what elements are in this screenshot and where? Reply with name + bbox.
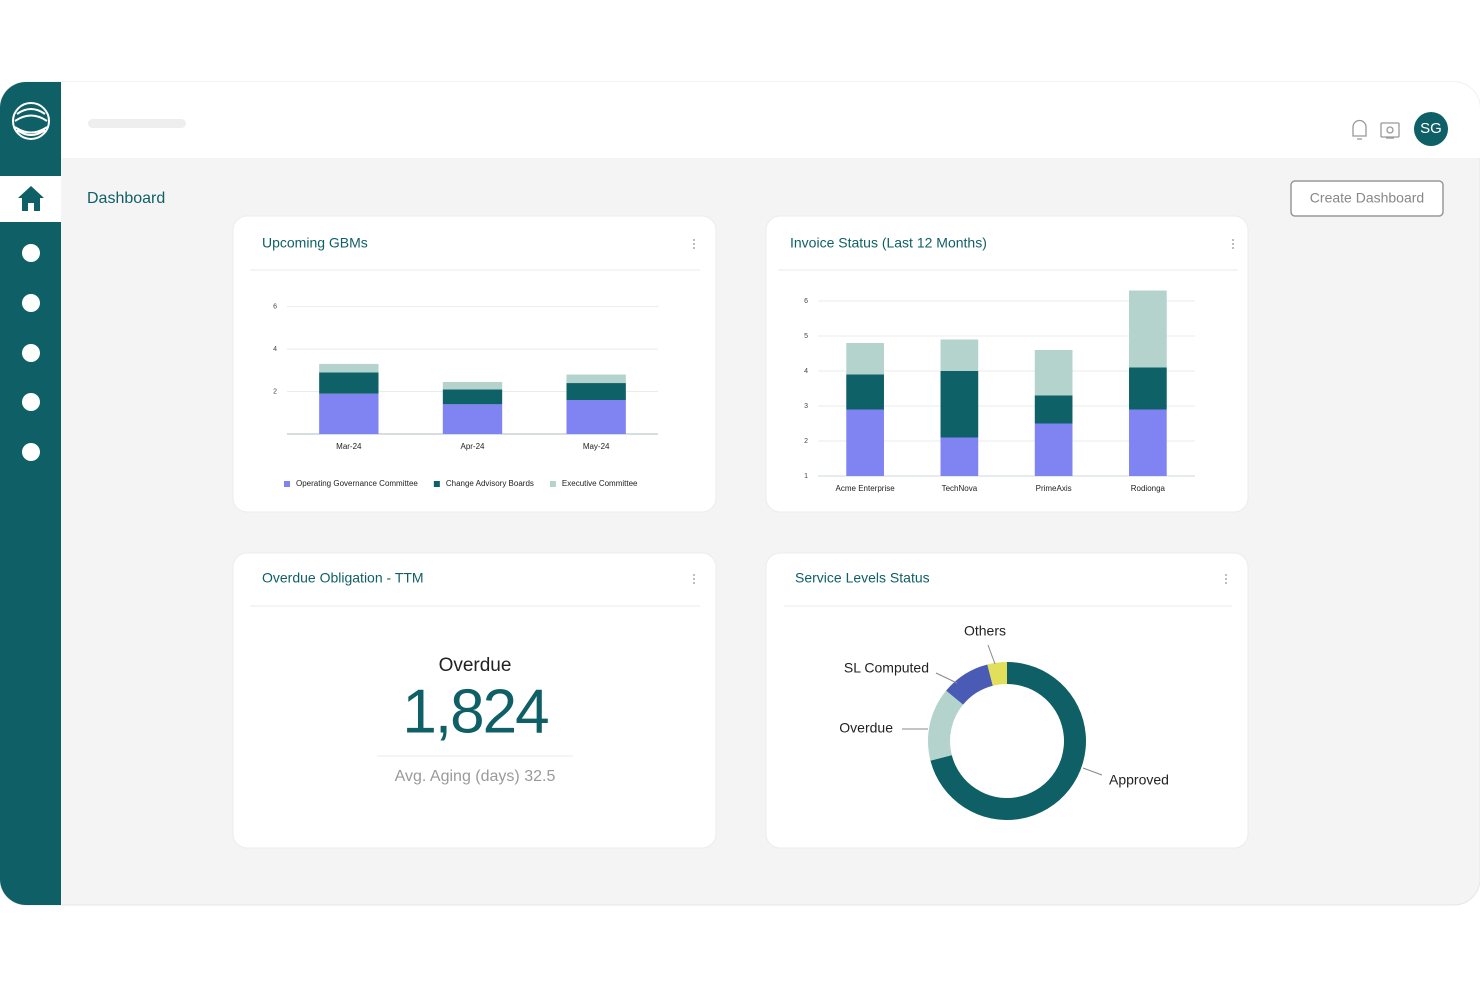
x-tick-label: PrimeAxis xyxy=(1036,484,1072,493)
y-tick-label: 6 xyxy=(804,298,808,305)
card-title: Service Levels Status xyxy=(795,570,930,586)
bar-segment xyxy=(846,409,884,476)
x-tick-label: Acme Enterprise xyxy=(836,484,896,493)
bar-segment xyxy=(566,374,626,384)
legend-swatch xyxy=(433,481,440,487)
nav-item[interactable] xyxy=(22,244,40,262)
bar-segment xyxy=(1034,395,1073,424)
card-menus[interactable] xyxy=(693,239,1234,584)
top-bar xyxy=(61,82,1480,158)
bar-segment xyxy=(1129,367,1167,410)
page-title: Dashboard xyxy=(87,190,165,207)
card xyxy=(765,552,1249,849)
cards xyxy=(232,215,1249,849)
slice-label: Others xyxy=(964,623,1006,639)
y-tick-label: 2 xyxy=(273,388,277,395)
search-placeholder[interactable] xyxy=(88,119,186,128)
bar-segment xyxy=(442,381,503,390)
card xyxy=(232,215,717,513)
y-tick-label: 3 xyxy=(804,403,808,410)
donut-slice xyxy=(946,664,993,705)
nav-item[interactable] xyxy=(22,443,40,461)
y-tick-label: 2 xyxy=(804,438,808,445)
card-title: Overdue Obligation - TTM xyxy=(262,570,424,586)
sidebar xyxy=(0,82,61,905)
nav-item[interactable] xyxy=(22,393,40,411)
card xyxy=(232,552,717,849)
legend-label: Operating Governance Committee xyxy=(296,479,418,488)
home-icon[interactable] xyxy=(18,186,44,211)
bar-segment xyxy=(846,343,884,375)
bell-icon[interactable] xyxy=(1352,119,1367,140)
avatar[interactable] xyxy=(1414,112,1448,146)
create-dashboard-button[interactable] xyxy=(1290,180,1444,217)
logo[interactable] xyxy=(12,102,50,140)
y-tick-label: 5 xyxy=(804,333,808,340)
bar-segment xyxy=(319,372,379,394)
slice-label: Overdue xyxy=(839,720,893,736)
y-tick-label: 4 xyxy=(804,368,808,375)
bar-segment xyxy=(1034,350,1073,396)
legend-swatch xyxy=(549,481,556,487)
x-tick-label: May-24 xyxy=(583,442,610,451)
bar-segment xyxy=(566,383,626,401)
leader-line xyxy=(935,672,958,684)
bar-segment xyxy=(319,393,379,434)
screen-icon[interactable] xyxy=(1380,122,1400,139)
donut-slice xyxy=(928,690,964,761)
avatar-initials[interactable]: SG xyxy=(1420,120,1442,137)
card-title: Upcoming GBMs xyxy=(262,235,368,251)
card-dividers xyxy=(250,269,1238,757)
x-tick-label: Apr-24 xyxy=(460,442,485,451)
bar-segment xyxy=(846,374,884,410)
bar-segment xyxy=(1129,409,1167,476)
x-tick-label: TechNova xyxy=(942,484,978,493)
card-title: Invoice Status (Last 12 Months) xyxy=(790,235,987,251)
bar-segment xyxy=(442,389,503,405)
donut-slice xyxy=(987,662,1007,686)
x-tick-label: Rodionga xyxy=(1131,484,1166,493)
kpi-label: Overdue xyxy=(439,655,512,676)
nav-item[interactable] xyxy=(22,344,40,362)
legend-label: Change Advisory Boards xyxy=(446,479,534,488)
card xyxy=(765,215,1249,513)
bar-segment xyxy=(940,339,979,371)
kpi-footer: Avg. Aging (days) 32.5 xyxy=(395,768,556,785)
bar-segment xyxy=(1034,423,1073,476)
slice-label: SL Computed xyxy=(844,660,929,676)
nav-item[interactable] xyxy=(22,294,40,312)
button-label[interactable]: Create Dashboard xyxy=(1310,190,1424,206)
y-tick-label: 4 xyxy=(273,346,277,353)
y-tick-label: 1 xyxy=(804,473,808,480)
leader-line xyxy=(1082,767,1103,776)
bar-segment xyxy=(940,437,979,476)
leader-line xyxy=(987,644,996,665)
y-tick-label: 6 xyxy=(273,303,277,310)
legend-swatch xyxy=(284,481,290,487)
app-frame xyxy=(0,81,1480,906)
bar-segment xyxy=(1129,290,1167,368)
kpi-value: 1,824 xyxy=(402,677,548,746)
bar-segment xyxy=(940,371,979,438)
legend-label: Executive Committee xyxy=(562,479,638,488)
x-tick-label: Mar-24 xyxy=(336,442,362,451)
bar-segment xyxy=(442,404,503,434)
bar-segment xyxy=(319,363,379,373)
bar-segment xyxy=(566,400,626,434)
slice-label: Approved xyxy=(1109,772,1169,788)
